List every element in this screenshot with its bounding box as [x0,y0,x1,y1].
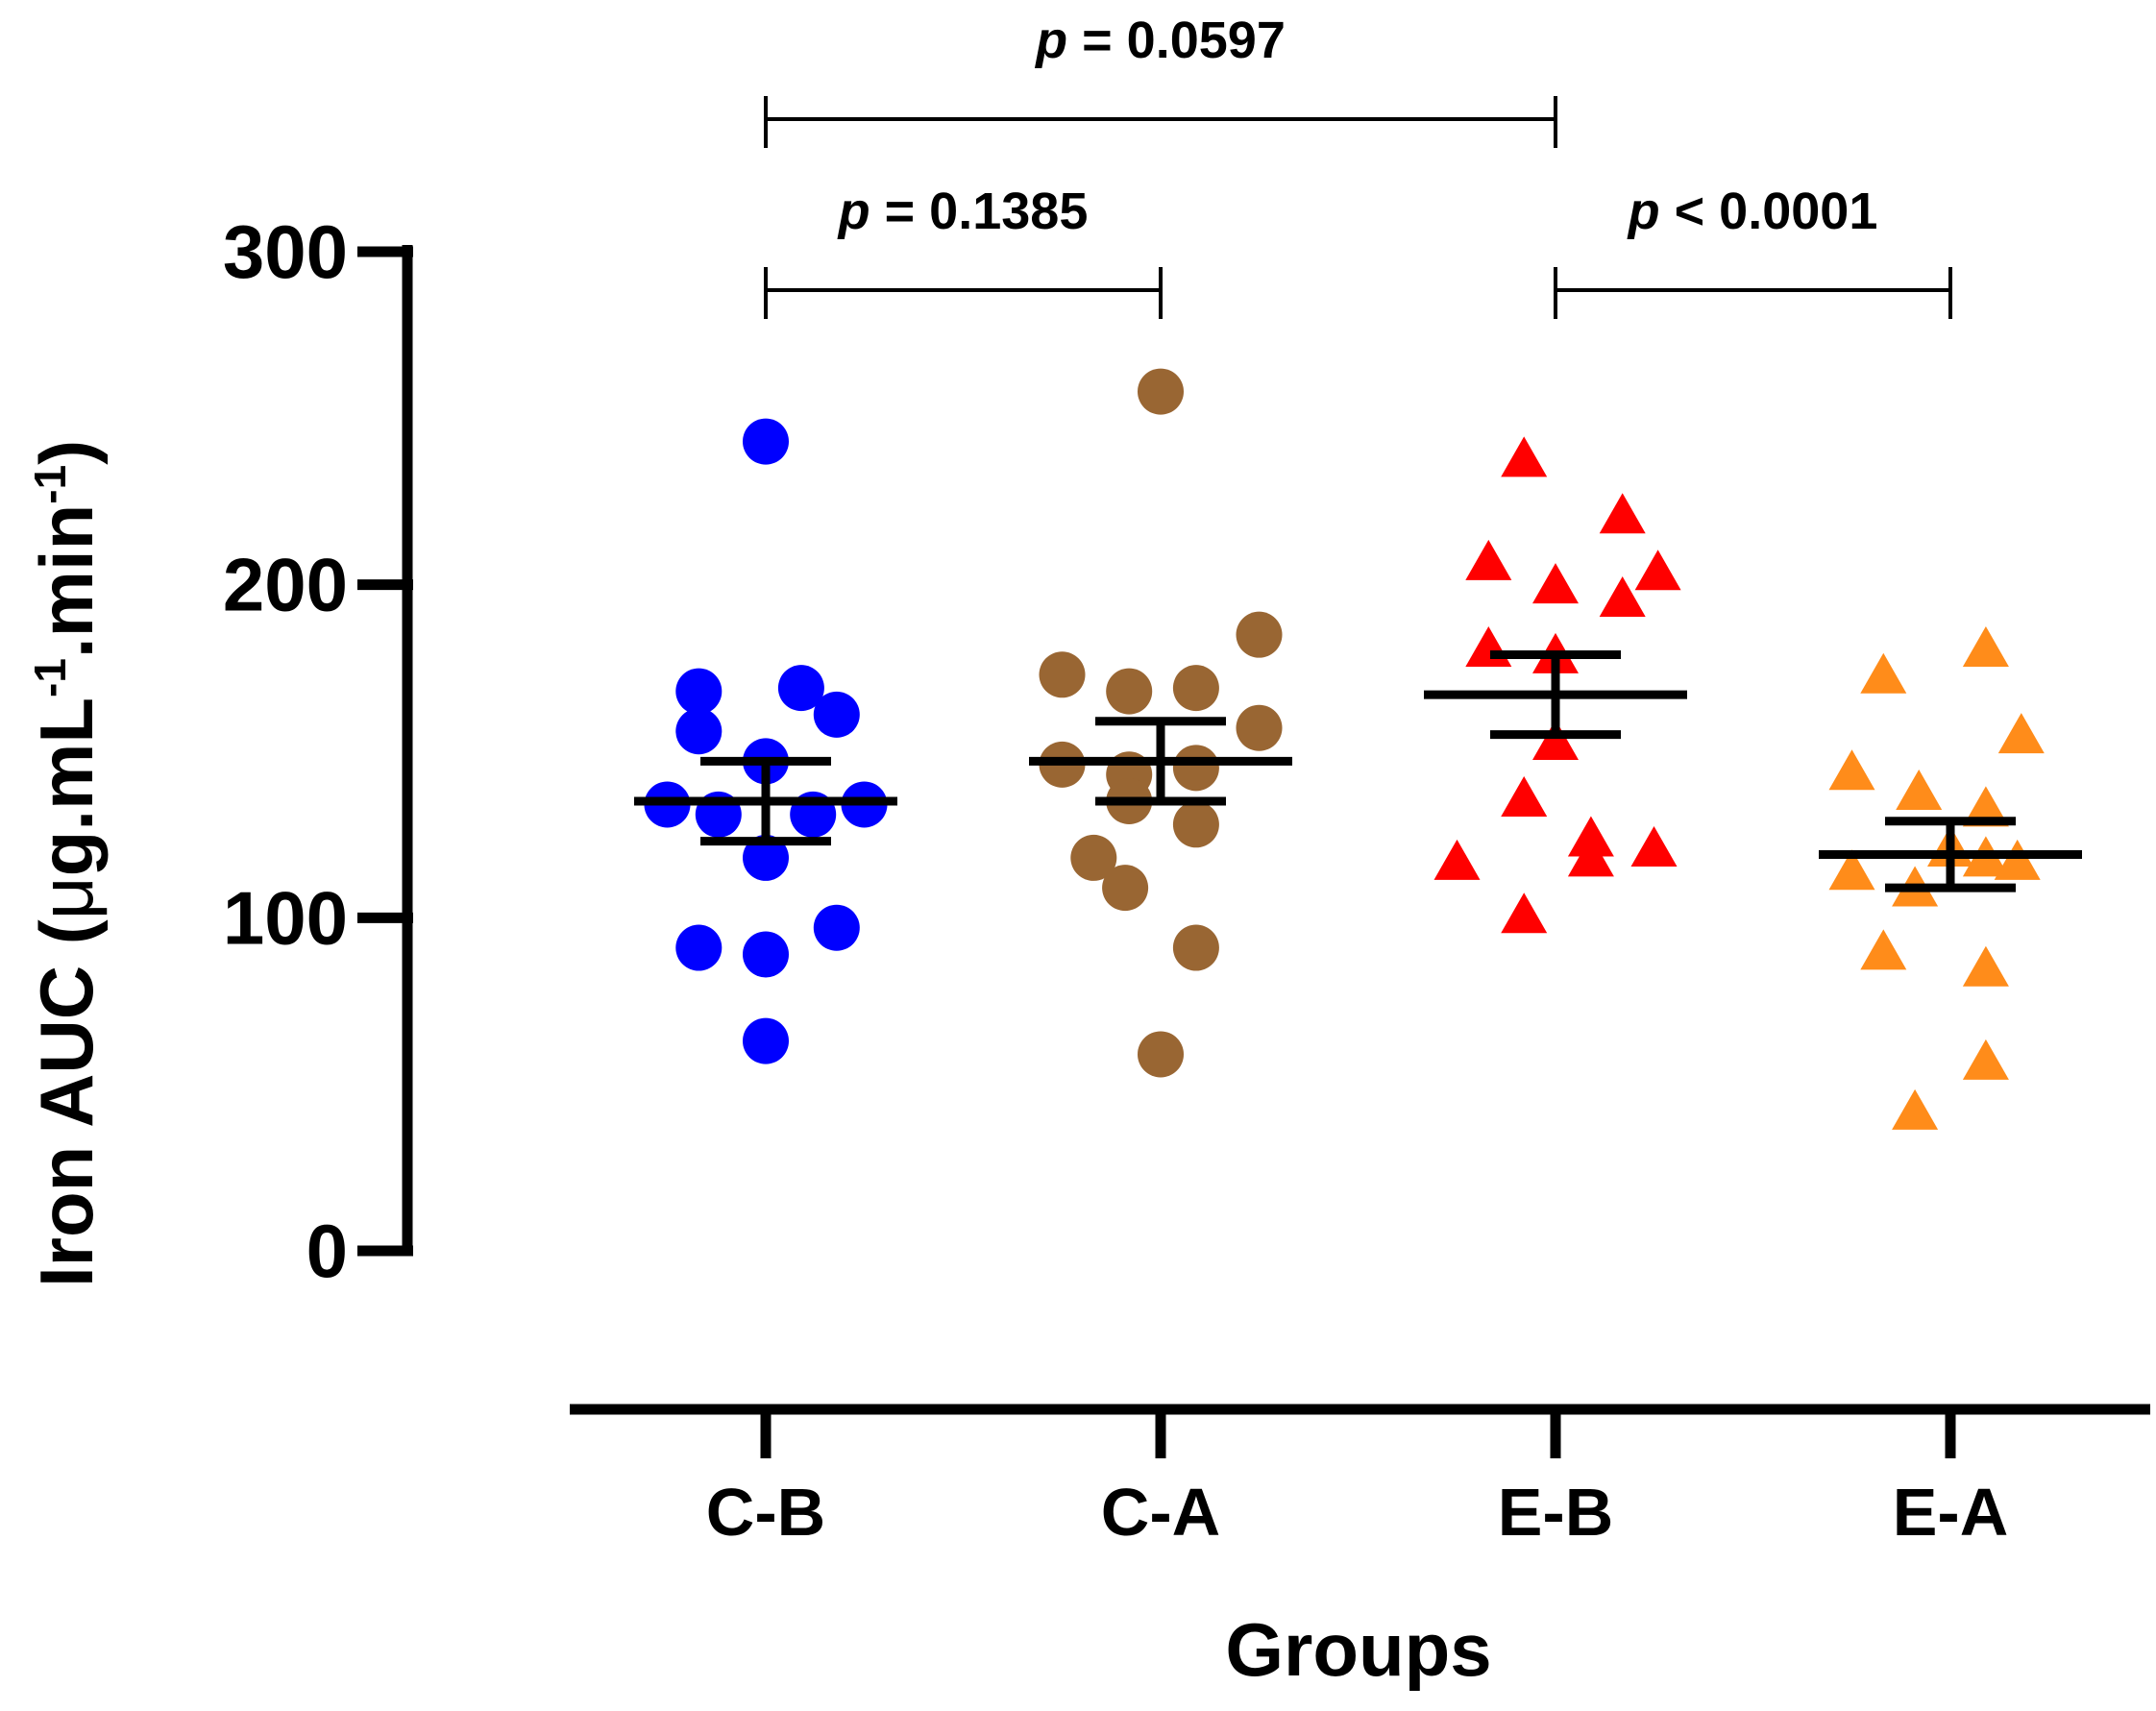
y-tick-label: 100 [223,875,348,960]
point-c-a [1039,651,1086,698]
x-tick-label-e-a: E-A [1893,1475,2009,1550]
y-axis-title-sup2: -1 [25,465,75,504]
point-e-a [1962,786,2009,827]
point-c-a [1138,368,1184,415]
point-e-b [1532,563,1579,604]
p-value-label: p < 0.0001 [1627,183,1878,240]
point-e-b [1501,775,1548,817]
point-e-a [1828,849,1875,891]
point-e-b [1599,493,1646,534]
point-c-b [675,924,723,971]
comparison-e-b-e-a: p < 0.0001 [1554,183,1952,319]
point-e-b [1465,539,1512,580]
x-tick-label-e-b: E-B [1498,1475,1614,1550]
point-c-a [1236,704,1283,751]
point-c-b [675,708,723,755]
p-value-label: p = 0.0597 [1034,12,1286,69]
point-e-b [1433,839,1481,880]
y-axis-title-main: Iron AUC ( [24,919,109,1287]
mean-sem-e-b [1424,649,1687,740]
point-c-b [813,904,860,951]
mean-sem-c-a [1029,717,1292,806]
y-tick-label: 0 [306,1209,348,1293]
point-c-a [1070,834,1117,881]
y-axis-title: Iron AUC (μg.mL-1.min-1) [24,440,109,1287]
point-e-b [1599,575,1646,617]
point-e-b [1630,825,1678,867]
significance-brackets: p = 0.0597 p = 0.1385 p < 0.0001 [764,12,1952,319]
mean-sem-e-a [1819,817,2082,892]
point-e-a [1994,839,2041,880]
point-e-a [1896,770,1943,811]
point-e-b [1634,550,1681,591]
x-tick-label-c-b: C-B [706,1475,825,1550]
x-tick-label-c-a: C-A [1101,1475,1220,1550]
x-axis: C-B C-A E-B E-A [570,1404,2150,1550]
point-e-b [1532,720,1579,761]
point-e-b [1501,892,1548,934]
point-e-a [1962,1039,2009,1080]
point-e-a [1997,713,2045,754]
point-c-a [1172,665,1219,712]
y-axis-title-unit2: .min [24,504,109,658]
point-c-b [743,418,789,465]
point-e-a [1892,1088,1939,1130]
y-tick-label: 300 [223,209,348,294]
y-axis-title-close: ) [24,440,109,465]
y-tick-label: 200 [223,543,348,627]
point-c-a [1138,1031,1184,1078]
point-c-b [743,1017,789,1064]
y-axis: 0 100 200 300 [223,209,413,1293]
point-e-b [1567,836,1614,877]
comparison-c-b-c-a: p = 0.1385 [764,183,1163,319]
p-value-label: p = 0.1385 [837,183,1089,240]
point-c-b [743,834,789,881]
comparison-c-b-e-b: p = 0.0597 [764,12,1557,148]
point-c-b [743,931,789,978]
point-c-a [1172,924,1219,971]
point-c-b [675,668,723,715]
point-c-a [1172,745,1219,792]
point-c-a [1106,668,1153,715]
y-axis-title-mu: μ [24,876,109,919]
point-c-a [1236,611,1283,658]
point-e-a [1828,749,1875,791]
point-c-b [813,691,860,738]
point-e-a [1860,652,1907,694]
point-c-a [1102,865,1149,912]
point-e-a [1860,929,1907,970]
point-e-b [1465,625,1512,667]
point-c-a [1172,801,1219,848]
mean-sem-bars [634,649,2082,892]
y-axis-title-sup1: -1 [25,658,75,697]
data-points [644,368,2045,1130]
point-e-a [1962,625,2009,667]
point-e-a [1962,945,2009,987]
y-axis-title-unit1: g.mL [24,697,109,876]
mean-sem-c-b [634,756,897,846]
x-axis-title: Groups [1225,1607,1491,1692]
point-c-b [777,665,824,712]
point-e-b [1501,436,1548,477]
